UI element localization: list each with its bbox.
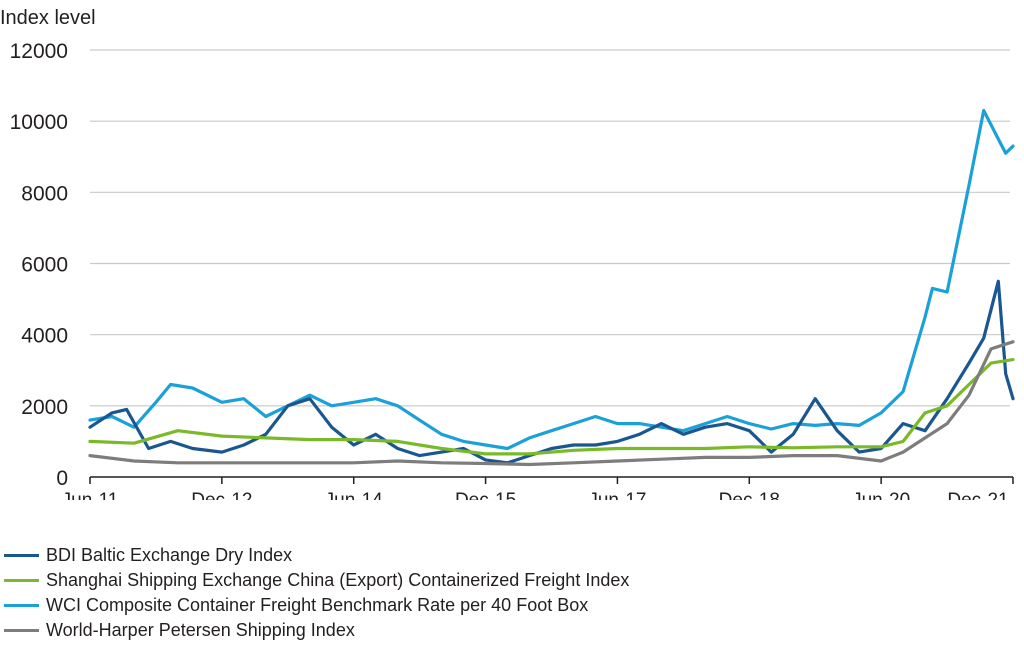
legend-swatch bbox=[4, 604, 39, 607]
y-tick-label: 10000 bbox=[10, 111, 68, 134]
legend-item: BDI Baltic Exchange Dry Index bbox=[4, 543, 629, 568]
gridlines bbox=[90, 50, 1010, 406]
legend-swatch bbox=[4, 554, 39, 557]
legend-label: Shanghai Shipping Exchange China (Export… bbox=[46, 570, 629, 591]
legend-label: BDI Baltic Exchange Dry Index bbox=[46, 545, 292, 566]
y-tick-label: 2000 bbox=[21, 396, 68, 419]
x-tick-label: Dec-18 bbox=[719, 490, 780, 500]
line-chart: Index level 020004000600080001000012000 … bbox=[0, 0, 1024, 500]
y-tick-label: 0 bbox=[56, 467, 68, 490]
legend-swatch bbox=[4, 629, 39, 632]
y-tick-label: 8000 bbox=[21, 182, 68, 205]
x-axis-ticks: Jun-11 Dec-12 Jun-14 Dec-15 Jun-17 Dec-18 Jun-… bbox=[62, 477, 1013, 500]
x-tick-label: Jun-20 bbox=[852, 490, 910, 500]
legend-item: Shanghai Shipping Exchange China (Export… bbox=[4, 568, 629, 593]
legend-label: WCI Composite Container Freight Benchmar… bbox=[46, 595, 588, 616]
x-tick-label: Dec-12 bbox=[191, 490, 252, 500]
y-axis-label: Index level bbox=[0, 7, 96, 29]
x-tick-label: Jun-11 bbox=[62, 490, 119, 500]
legend-swatch bbox=[4, 579, 39, 582]
legend-label: World-Harper Petersen Shipping Index bbox=[46, 620, 355, 641]
y-tick-label: 4000 bbox=[21, 325, 68, 348]
x-tick-label: Dec-15 bbox=[455, 490, 516, 500]
y-tick-label: 6000 bbox=[21, 254, 68, 277]
series-line-1 bbox=[90, 111, 1013, 449]
series-line-3 bbox=[90, 360, 1013, 454]
x-tick-label: Dec-21 bbox=[947, 490, 1008, 500]
x-tick-label: Jun-14 bbox=[325, 490, 384, 500]
y-tick-label: 12000 bbox=[10, 40, 68, 63]
legend-item: WCI Composite Container Freight Benchmar… bbox=[4, 593, 629, 618]
legend-item: World-Harper Petersen Shipping Index bbox=[4, 618, 629, 643]
series-lines bbox=[90, 111, 1013, 465]
x-tick-label: Jun-17 bbox=[588, 490, 646, 500]
legend: BDI Baltic Exchange Dry Index Shanghai Sh… bbox=[4, 543, 629, 643]
y-axis-ticks: 0 2000 4000 6000 8000 10000 12000 bbox=[10, 40, 68, 490]
